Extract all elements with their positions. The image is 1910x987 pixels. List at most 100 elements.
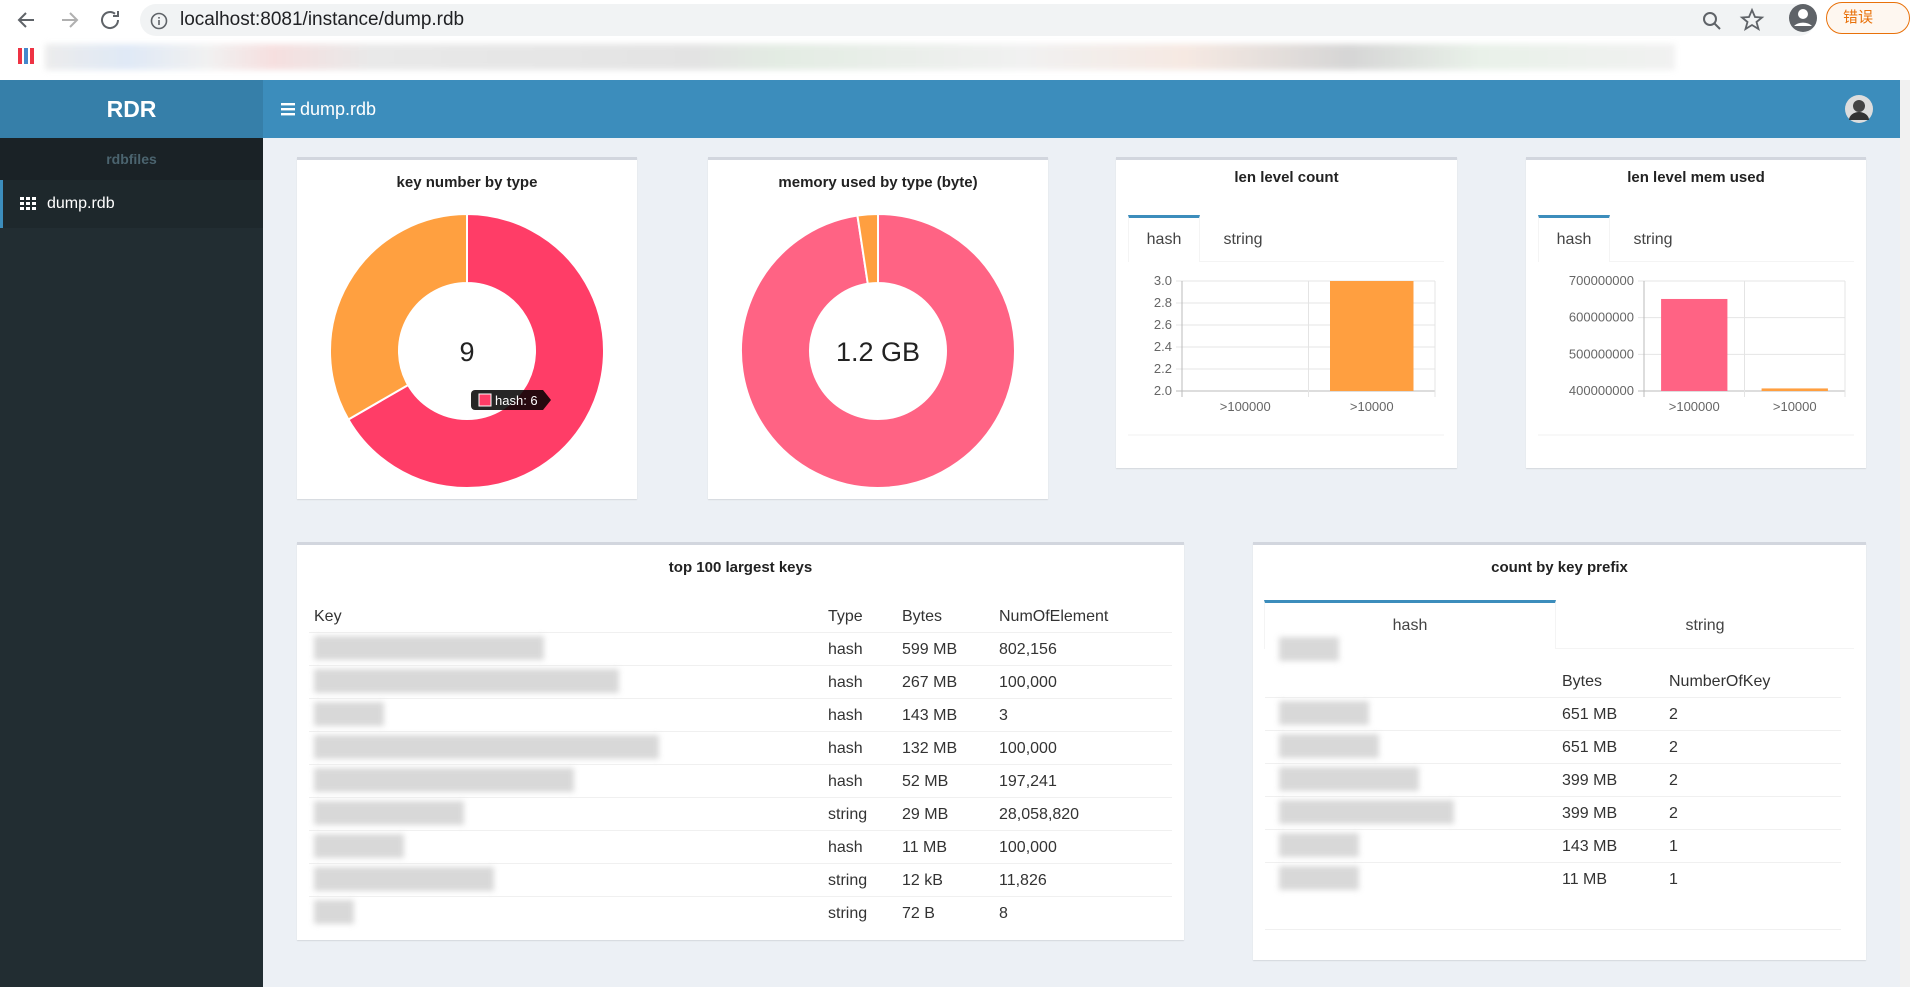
- chart-box: key number by type 9 hash: 6: [297, 157, 637, 499]
- bar: [1761, 388, 1828, 391]
- nav-buttons[interactable]: [14, 6, 124, 34]
- x-tick-label: >10000: [1350, 399, 1394, 414]
- chart: 9 hash: 6: [329, 212, 605, 489]
- tab[interactable]: hash: [1538, 215, 1610, 262]
- pie-slice: [740, 212, 1016, 489]
- column-header: Bytes: [902, 608, 943, 625]
- table-cell: 3: [999, 707, 1008, 724]
- table-cell: 651 MB: [1562, 706, 1618, 723]
- column-header: NumberOfKey: [1669, 673, 1771, 690]
- table-cell: 100,000: [999, 839, 1057, 856]
- chart-box: memory used by type (byte) 1.2 GB: [708, 157, 1048, 499]
- tab-underline: [1556, 648, 1854, 649]
- table-cell: hash: [828, 839, 863, 856]
- chart-title: memory used by type (byte): [778, 174, 978, 191]
- table-cell: 651 MB: [1562, 739, 1618, 756]
- prefix-box: count by key prefix hash string Bytes Number…: [1253, 542, 1866, 960]
- row-line: [1265, 697, 1841, 698]
- bar: [1330, 281, 1414, 391]
- table-cell: string: [828, 905, 868, 922]
- row-line: [309, 731, 1172, 732]
- prefix-redacted: [1279, 767, 1419, 791]
- y-tick-label: 2.0: [1154, 383, 1172, 398]
- table-cell: 100,000: [999, 740, 1057, 757]
- bar: [1661, 298, 1728, 391]
- table-title: count by key prefix: [1491, 559, 1628, 576]
- y-tick-label: 400000000: [1569, 383, 1634, 398]
- brand[interactable]: RDR: [0, 80, 263, 138]
- table-cell: string: [828, 806, 868, 823]
- column-header: Bytes: [1562, 673, 1603, 690]
- page-title: dump.rdb: [300, 99, 377, 119]
- table-cell: 11,826: [999, 872, 1047, 889]
- tab-underline: [1200, 261, 1444, 262]
- chart-title: len level mem used: [1627, 169, 1765, 186]
- key-redacted: [314, 900, 354, 924]
- user-avatar[interactable]: [1844, 94, 1874, 124]
- apps-icon[interactable]: [18, 48, 34, 64]
- prefix-redacted: [1279, 800, 1454, 824]
- tab[interactable]: string: [1685, 617, 1725, 634]
- browser-chrome: localhost:8081/instance/dump.rdb 错误: [0, 0, 1910, 80]
- info-icon: [150, 12, 168, 30]
- table-title: top 100 largest keys: [668, 559, 813, 576]
- pie-slice: [346, 212, 605, 489]
- y-tick-label: 500000000: [1569, 346, 1634, 361]
- top-keys-box: top 100 largest keys Key Type Bytes NumOfEle…: [297, 542, 1184, 940]
- table-cell: hash: [828, 773, 863, 790]
- chart-box: len level mem used 400000000 500000000 6000…: [1526, 157, 1866, 468]
- key-redacted: [314, 834, 404, 858]
- top-header: dump.rdb: [263, 80, 1900, 138]
- profile-icon[interactable]: [1787, 2, 1819, 34]
- toolbar-icons[interactable]: [1700, 6, 1800, 34]
- table-cell: 11 MB: [1562, 871, 1608, 888]
- key-redacted: [314, 801, 464, 825]
- tooltip-text: hash: 6: [495, 393, 538, 408]
- tab[interactable]: hash: [1128, 215, 1200, 262]
- center-label: 1.2 GB: [836, 337, 920, 367]
- table-cell: 2: [1669, 805, 1678, 822]
- key-redacted: [314, 735, 659, 759]
- row-line: [1265, 763, 1841, 764]
- row-line: [309, 665, 1172, 666]
- table-cell: string: [828, 872, 868, 889]
- table-cell: 2: [1669, 706, 1678, 723]
- chart: 1.2 GB: [740, 212, 1016, 489]
- tooltip-swatch: [478, 393, 492, 407]
- error-button[interactable]: 错误: [1826, 2, 1910, 34]
- column-header: NumOfElement: [999, 608, 1109, 625]
- sidebar: RDR rdbfiles dump.rdb: [0, 80, 263, 987]
- key-redacted: [314, 669, 619, 693]
- bookmarks-bar: [45, 44, 1675, 70]
- sidebar-item[interactable]: dump.rdb: [0, 180, 263, 228]
- y-tick-label: 3.0: [1154, 273, 1172, 288]
- row-line: [309, 632, 1172, 633]
- row-line: [309, 896, 1172, 897]
- table-cell: 8: [999, 905, 1008, 922]
- row-line: [309, 863, 1172, 864]
- row-line: [309, 698, 1172, 699]
- tab[interactable]: string: [1223, 231, 1263, 248]
- column-header: Type: [828, 608, 863, 625]
- tab[interactable]: hash: [1264, 600, 1556, 649]
- row-line: [309, 830, 1172, 831]
- row-line: [309, 797, 1172, 798]
- prefix-redacted: [1279, 637, 1339, 661]
- address-bar[interactable]: localhost:8081/instance/dump.rdb: [140, 4, 1815, 36]
- row-line: [1265, 862, 1841, 863]
- prefix-redacted: [1279, 866, 1359, 890]
- menu-toggle[interactable]: [281, 102, 295, 116]
- pie-slice: [856, 212, 879, 285]
- y-tick-label: 2.2: [1154, 361, 1172, 376]
- pie-slice: [329, 212, 468, 421]
- x-tick-label: >100000: [1669, 399, 1720, 414]
- table-cell: 29 MB: [902, 806, 949, 823]
- table-cell: 802,156: [999, 641, 1057, 658]
- row-line: [1265, 796, 1841, 797]
- tab[interactable]: string: [1633, 231, 1673, 248]
- table-cell: hash: [828, 674, 863, 691]
- table-cell: 132 MB: [902, 740, 958, 757]
- tooltip: hash: 6: [471, 390, 551, 410]
- y-tick-label: 2.6: [1154, 317, 1172, 332]
